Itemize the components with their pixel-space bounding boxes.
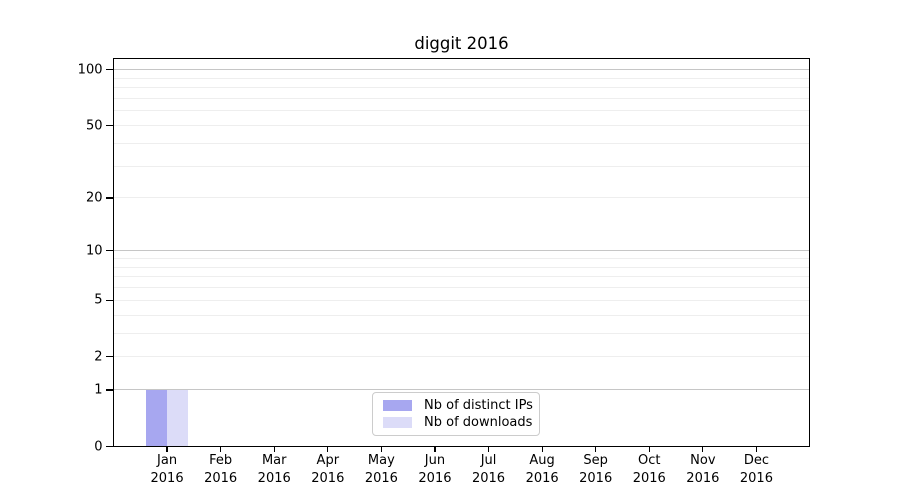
x-tick-label-nov: Nov 2016 <box>675 452 731 487</box>
x-tick-jul <box>487 446 490 452</box>
gridline-minor-6 <box>114 287 809 289</box>
x-tick-year: 2016 <box>204 470 238 486</box>
legend-label-distinct-ips: Nb of distinct IPs <box>424 398 533 413</box>
x-tick-label-dec: Dec 2016 <box>728 452 784 487</box>
y-tick-1 <box>105 389 114 391</box>
x-tick-may <box>380 446 382 452</box>
legend: Nb of distinct IPs Nb of downloads <box>372 392 540 436</box>
y-tick-10 <box>105 250 114 252</box>
gridline-minor-40 <box>114 142 809 144</box>
gridline-major-1 <box>114 389 809 391</box>
x-tick-year: 2016 <box>579 470 613 486</box>
chart-title: diggit 2016 <box>414 34 509 53</box>
x-tick-dec <box>755 446 757 452</box>
x-tick-month: Jan <box>157 453 178 468</box>
x-tick-year: 2016 <box>632 470 666 486</box>
gridline-minor-3 <box>114 332 809 334</box>
y-tick-label-20: 20 <box>85 190 103 206</box>
legend-swatch-distinct-ips <box>383 400 412 411</box>
y-tick-5 <box>105 299 114 301</box>
gridline-minor-2 <box>114 356 809 358</box>
x-tick-nov <box>702 446 704 452</box>
gridline-minor-70 <box>114 98 809 100</box>
legend-item-distinct-ips: Nb of distinct IPs <box>373 399 539 412</box>
x-tick-month: Sep <box>583 453 608 468</box>
x-tick-mar <box>273 446 275 452</box>
y-tick-label-0: 0 <box>94 439 103 454</box>
x-tick-label-sep: Sep 2016 <box>568 452 624 487</box>
gridline-minor-20 <box>114 197 809 199</box>
x-tick-jan <box>166 446 168 452</box>
gridline-minor-5 <box>114 299 809 301</box>
legend-item-downloads: Nb of downloads <box>373 416 539 429</box>
y-tick-label-100: 100 <box>77 62 103 78</box>
x-tick-year: 2016 <box>364 470 398 486</box>
x-tick-label-mar: Mar 2016 <box>246 452 302 487</box>
x-tick-month: Feb <box>209 453 233 468</box>
x-tick-label-oct: Oct 2016 <box>621 452 677 487</box>
x-tick-label-apr: Apr 2016 <box>300 452 356 487</box>
x-tick-year: 2016 <box>686 470 720 486</box>
x-tick-sep <box>595 446 597 452</box>
y-tick-100 <box>105 69 114 71</box>
y-tick-label-2: 2 <box>94 349 103 365</box>
x-tick-month: Aug <box>529 453 555 468</box>
legend-label-downloads: Nb of downloads <box>424 415 533 430</box>
gridline-minor-90 <box>114 77 809 79</box>
x-tick-label-aug: Aug 2016 <box>514 452 570 487</box>
x-tick-month: Apr <box>316 453 340 468</box>
x-tick-year: 2016 <box>257 470 291 486</box>
x-tick-label-jun: Jun 2016 <box>407 452 463 487</box>
bar-nb-of-distinct-ips-jan <box>145 389 168 447</box>
x-tick-year: 2016 <box>150 470 184 486</box>
y-tick-label-1: 1 <box>94 382 103 398</box>
x-tick-month: Nov <box>690 453 716 468</box>
x-tick-oct <box>648 446 650 452</box>
gridline-major-10 <box>114 250 809 252</box>
y-tick-label-50: 50 <box>85 118 103 134</box>
gridline-minor-30 <box>114 165 809 167</box>
x-tick-month: Dec <box>743 453 769 468</box>
gridline-major-100 <box>114 69 809 71</box>
y-tick-2 <box>105 356 114 358</box>
gridline-minor-50 <box>114 125 809 127</box>
x-tick-label-jan: Jan 2016 <box>139 452 195 487</box>
gridline-minor-9 <box>114 258 809 260</box>
legend-swatch-downloads <box>383 417 412 428</box>
y-tick-label-5: 5 <box>94 292 103 308</box>
x-tick-label-jul: Jul 2016 <box>461 452 517 487</box>
gridline-minor-7 <box>114 276 809 278</box>
x-tick-year: 2016 <box>471 470 506 486</box>
y-tick-50 <box>105 124 114 127</box>
x-tick-year: 2016 <box>525 470 559 486</box>
x-tick-year: 2016 <box>418 470 452 486</box>
x-tick-month: Oct <box>638 453 661 468</box>
x-tick-month: Mar <box>261 453 287 468</box>
gridline-minor-4 <box>114 314 809 316</box>
x-tick-label-feb: Feb 2016 <box>193 452 249 487</box>
x-tick-aug <box>541 446 543 452</box>
y-tick-20 <box>105 197 114 199</box>
x-tick-jun <box>434 446 436 452</box>
x-tick-year: 2016 <box>311 470 345 486</box>
x-tick-label-may: May 2016 <box>353 452 409 487</box>
x-tick-month: May <box>367 453 395 468</box>
x-tick-month: Jun <box>424 453 446 468</box>
y-tick-label-10: 10 <box>85 243 103 259</box>
y-tick-0 <box>105 445 114 448</box>
gridline-minor-80 <box>114 87 809 89</box>
x-tick-month: Jul <box>480 453 497 468</box>
bar-nb-of-downloads-jan <box>167 389 189 447</box>
x-tick-feb <box>220 446 222 452</box>
gridline-minor-60 <box>114 110 809 112</box>
x-tick-year: 2016 <box>739 470 773 486</box>
gridline-minor-8 <box>114 266 809 268</box>
x-tick-apr <box>327 446 329 452</box>
